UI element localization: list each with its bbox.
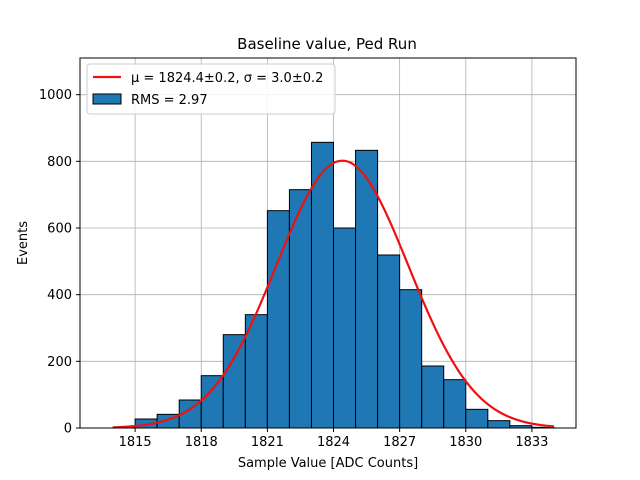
histogram-bar [310, 141, 335, 429]
x-tick-label: 1830 [449, 435, 482, 450]
y-tick-label: 800 [47, 155, 72, 170]
histogram-bar [200, 375, 224, 429]
y-tick-label: 1000 [39, 88, 72, 103]
histogram-bar [333, 227, 357, 429]
y-axis-ticks: 0 200 400 600 800 1000 [39, 88, 80, 437]
y-axis-label: Events [16, 221, 31, 265]
x-tick-label: 1818 [185, 435, 218, 450]
x-tick-label: 1827 [383, 435, 416, 450]
histogram-bar [443, 379, 467, 429]
x-axis-ticks: 1815 1818 1821 1824 1827 1830 1833 [119, 428, 548, 450]
fit-curve [113, 159, 555, 429]
y-tick-label: 0 [64, 422, 72, 437]
legend-hist-swatch [92, 93, 122, 105]
x-tick-label: 1821 [251, 435, 284, 450]
histogram-bar [465, 408, 489, 429]
histogram-bar [222, 334, 246, 429]
plot-frame [79, 57, 577, 429]
histogram-bar [421, 365, 445, 429]
legend-box [86, 63, 336, 115]
x-tick-label: 1815 [119, 435, 152, 450]
x-axis-label: Sample Value [ADC Counts] [238, 456, 418, 471]
y-tick-label: 600 [47, 222, 72, 237]
chart-title: Baseline value, Ped Run [237, 35, 417, 53]
gaussian-fit [113, 159, 555, 429]
x-tick-label: 1824 [317, 435, 350, 450]
histogram-bar [377, 254, 401, 429]
legend-hist-label: RMS = 2.97 [131, 93, 208, 108]
legend-fit-label: μ = 1824.4±0.2, σ = 3.0±0.2 [131, 71, 323, 86]
x-tick-label: 1833 [515, 435, 548, 450]
legend: μ = 1824.4±0.2, σ = 3.0±0.2 RMS = 2.97 [86, 63, 336, 115]
y-tick-label: 200 [47, 355, 72, 370]
histogram-bar [487, 420, 511, 429]
histogram-bar [399, 289, 423, 429]
histogram-bars [112, 141, 555, 429]
y-tick-label: 400 [47, 288, 72, 303]
